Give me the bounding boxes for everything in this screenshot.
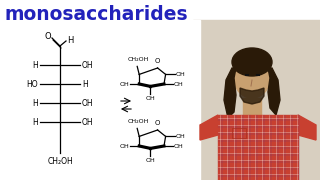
Text: OH: OH	[174, 143, 184, 148]
Polygon shape	[298, 115, 316, 140]
Text: O: O	[155, 120, 160, 126]
Bar	[232, 128, 246, 138]
Text: CH₂OH: CH₂OH	[127, 57, 149, 62]
Text: HO: HO	[26, 80, 38, 89]
Text: OH: OH	[176, 134, 185, 139]
Polygon shape	[240, 88, 264, 104]
Bar	[0, 20, 200, 180]
Polygon shape	[224, 68, 236, 118]
Bar	[193, 20, 320, 180]
Text: H: H	[67, 35, 73, 44]
Polygon shape	[268, 68, 280, 115]
Ellipse shape	[232, 48, 272, 76]
Text: OH: OH	[119, 143, 129, 148]
Polygon shape	[200, 115, 218, 140]
Text: OH: OH	[119, 82, 129, 87]
Text: H: H	[32, 118, 38, 127]
Ellipse shape	[234, 58, 270, 98]
Text: OH: OH	[176, 72, 185, 77]
Text: OH: OH	[82, 60, 94, 69]
Bar	[218, 115, 298, 180]
Text: OH: OH	[82, 118, 94, 127]
Bar	[243, 98, 261, 116]
Text: OH: OH	[146, 96, 155, 101]
Text: O: O	[155, 58, 160, 64]
Text: OH: OH	[82, 98, 94, 107]
Text: H: H	[32, 60, 38, 69]
Text: CH₂OH: CH₂OH	[127, 119, 149, 124]
Text: H: H	[32, 98, 38, 107]
Text: OH: OH	[146, 158, 155, 163]
Text: OH: OH	[174, 82, 184, 87]
Text: monosaccharides: monosaccharides	[4, 4, 188, 24]
Text: CH₂OH: CH₂OH	[47, 157, 73, 166]
Text: H: H	[82, 80, 88, 89]
Text: O: O	[45, 31, 51, 40]
